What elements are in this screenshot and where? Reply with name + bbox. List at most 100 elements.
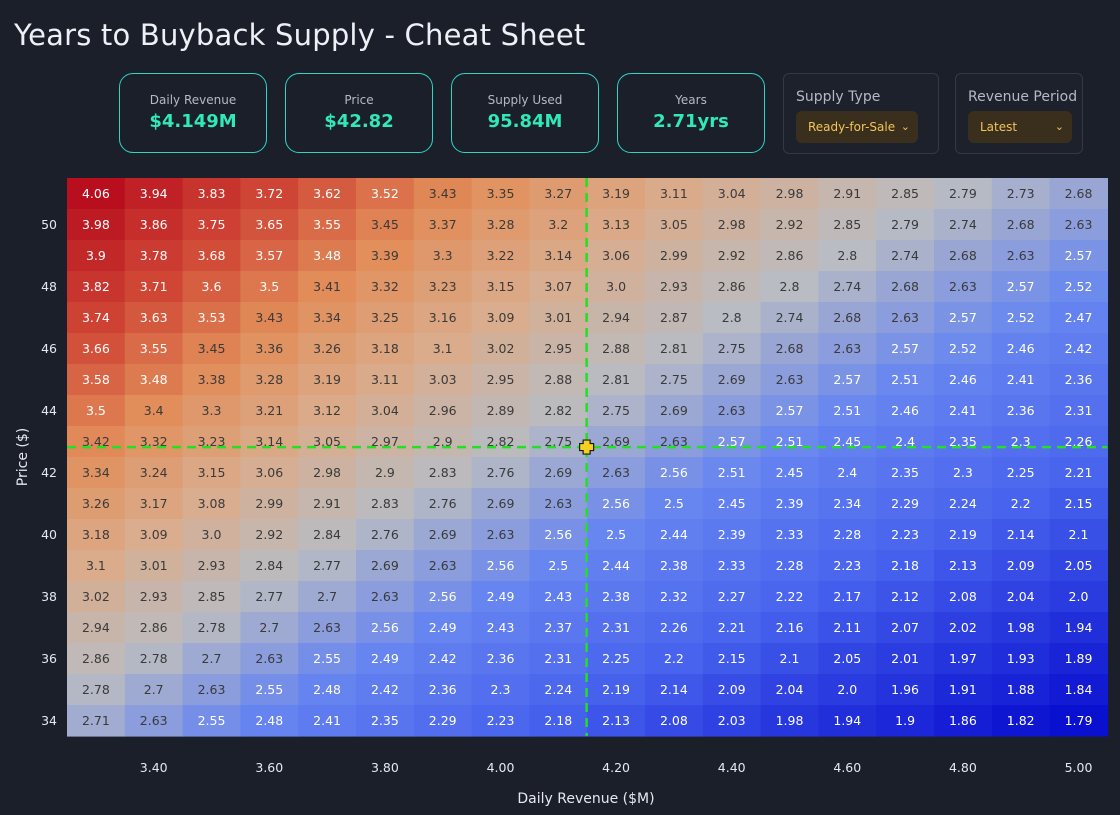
heatmap-cell: [702, 333, 762, 365]
cell-value-label: 2.76: [429, 496, 457, 511]
heatmap-cell: [760, 457, 819, 489]
heatmap-cell: [298, 612, 357, 644]
heatmap-cell: [124, 209, 184, 241]
cell-value-label: 2.49: [371, 651, 399, 666]
heatmap-cell: [298, 333, 357, 365]
supply-type-value: Ready-for-Sale: [808, 120, 896, 134]
cell-value-label: 2.23: [833, 558, 861, 573]
heatmap-cell: [587, 581, 646, 613]
y-tick-label: 42: [41, 465, 57, 480]
cell-value-label: 3.18: [371, 341, 399, 356]
heatmap-cell: [702, 395, 762, 427]
heatmap-cell: [124, 302, 184, 334]
heatmap-cell: [991, 395, 1051, 427]
heatmap-cell: [702, 643, 762, 675]
stat-value: $4.149M: [149, 111, 237, 132]
cell-value-label: 3.04: [371, 403, 399, 418]
cell-value-label: 2.74: [776, 310, 804, 325]
cell-value-label: 2.63: [1065, 217, 1093, 232]
cell-value-label: 2.52: [949, 341, 977, 356]
cell-value-label: 2.78: [82, 682, 110, 697]
cell-value-label: 2.63: [487, 527, 515, 542]
heatmap-cell: [182, 550, 241, 582]
stat-label: Price: [344, 93, 374, 107]
heatmap-cell: [240, 550, 299, 582]
heatmap-cell: [356, 581, 415, 613]
heatmap-cell: [529, 550, 588, 582]
heatmap-cell: [645, 209, 704, 241]
heatmap-cell: [471, 209, 530, 241]
heatmap-cell: [1049, 302, 1108, 334]
cell-value-label: 2.69: [602, 434, 630, 449]
cell-value-label: 2.3: [953, 465, 973, 480]
cell-value-label: 2.41: [1007, 372, 1035, 387]
heatmap-cell: [471, 457, 530, 489]
supply-type-select[interactable]: Ready-for-Sale ⌄: [796, 111, 918, 143]
cell-value-label: 2.14: [1007, 527, 1035, 542]
cell-value-label: 3.23: [198, 434, 226, 449]
cell-value-label: 2.63: [602, 465, 630, 480]
heatmap-cell: [529, 488, 588, 520]
heatmap-cell: [124, 240, 184, 272]
heatmap-cell: [818, 178, 877, 210]
heatmap-cell: [645, 426, 704, 458]
heatmap-cell: [645, 364, 704, 396]
heatmap-cell: [240, 271, 299, 303]
heatmap-cell: [991, 705, 1051, 737]
cell-value-label: 1.93: [1007, 651, 1035, 666]
cell-value-label: 2.74: [949, 217, 977, 232]
cell-value-label: 2.55: [255, 682, 283, 697]
heatmap-cell: [818, 426, 877, 458]
cell-value-label: 2.08: [660, 713, 688, 728]
cell-value-label: 2.09: [718, 682, 746, 697]
heatmap-cell: [1049, 488, 1108, 520]
heatmap-cell: [67, 209, 126, 241]
heatmap-cell: [876, 457, 935, 489]
revenue-period-select[interactable]: Latest ⌄: [968, 111, 1072, 143]
cell-value-label: 2.22: [776, 589, 804, 604]
cell-value-label: 3.05: [313, 434, 341, 449]
cell-value-label: 2.92: [776, 217, 804, 232]
cell-value-label: 3.28: [487, 217, 515, 232]
heatmap-cell: [587, 674, 646, 706]
cell-value-label: 2.34: [833, 496, 861, 511]
cell-value-label: 2.35: [949, 434, 977, 449]
cell-value-label: 2.43: [544, 589, 572, 604]
cell-value-label: 3.86: [140, 217, 168, 232]
cell-value-label: 2.7: [202, 651, 222, 666]
cell-value-label: 3.42: [82, 434, 110, 449]
y-tick-label: 50: [41, 217, 57, 232]
heatmap-cell: [356, 519, 415, 551]
cell-value-label: 1.96: [891, 682, 919, 697]
cell-value-label: 3.2: [548, 217, 568, 232]
heatmap-cell: [645, 333, 704, 365]
heatmap-cell: [876, 271, 935, 303]
cell-value-label: 2.47: [1065, 310, 1093, 325]
heatmap-cell: [876, 364, 935, 396]
heatmap-cell: [702, 271, 762, 303]
cell-value-label: 2.17: [833, 589, 861, 604]
cell-value-label: 2.45: [833, 434, 861, 449]
cell-value-label: 2.42: [429, 651, 457, 666]
heatmap-cell: [818, 581, 877, 613]
cell-value-label: 3.1: [86, 558, 106, 573]
cell-value-label: 1.98: [1007, 620, 1035, 635]
cell-value-label: 2.82: [544, 403, 572, 418]
heatmap-cell: [240, 519, 299, 551]
cell-value-label: 3.1: [433, 341, 453, 356]
heatmap-cell: [587, 209, 646, 241]
heatmap-cell: [934, 550, 993, 582]
x-tick-label: 4.80: [949, 760, 977, 775]
heatmap-cell: [587, 426, 646, 458]
cell-value-label: 2.57: [891, 341, 919, 356]
heatmap-cell: [356, 271, 415, 303]
cell-value-label: 3.98: [82, 217, 110, 232]
heatmap-cell: [1049, 581, 1108, 613]
heatmap-cell: [182, 364, 241, 396]
cell-value-label: 2.31: [602, 620, 630, 635]
heatmap-cell: [240, 612, 299, 644]
cell-value-label: 3.23: [429, 279, 457, 294]
cell-value-label: 2.44: [660, 527, 688, 542]
heatmap-cell: [529, 519, 588, 551]
heatmap-cell: [1049, 395, 1108, 427]
